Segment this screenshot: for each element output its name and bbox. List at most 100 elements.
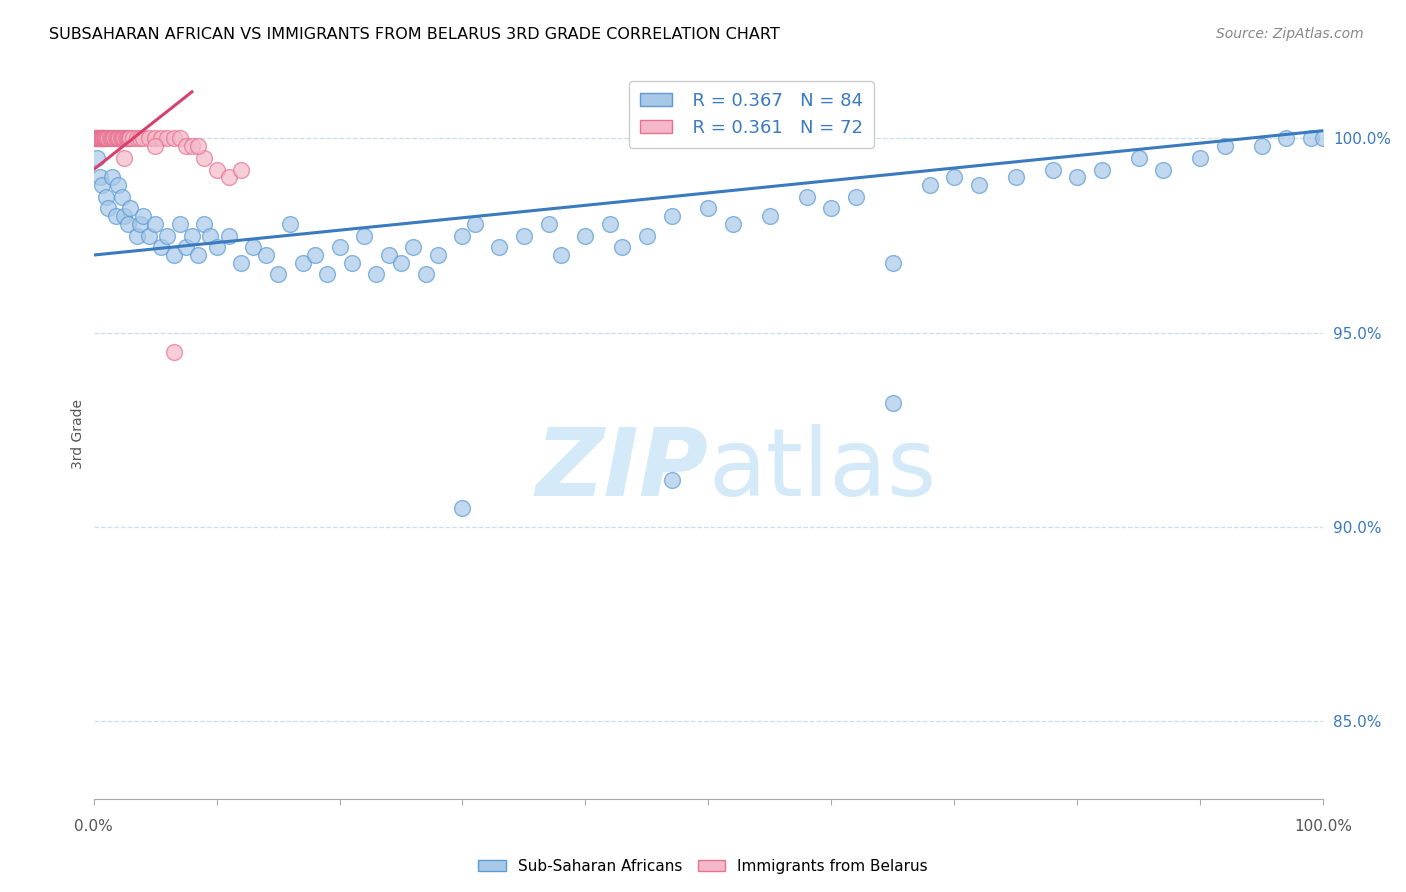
Point xyxy=(254,248,277,262)
Point xyxy=(340,256,363,270)
Point xyxy=(1042,162,1064,177)
Point xyxy=(389,256,412,270)
Point xyxy=(415,268,437,282)
Point xyxy=(187,248,209,262)
Point xyxy=(574,228,596,243)
Point xyxy=(169,131,191,145)
Point xyxy=(91,131,114,145)
Point xyxy=(143,131,166,145)
Point xyxy=(1128,151,1150,165)
Point xyxy=(377,248,399,262)
Point xyxy=(86,131,108,145)
Point xyxy=(112,151,135,165)
Point xyxy=(129,217,152,231)
Point xyxy=(112,131,135,145)
Point xyxy=(97,131,120,145)
Point xyxy=(98,131,121,145)
Point xyxy=(94,190,117,204)
Point xyxy=(242,240,264,254)
Point xyxy=(150,131,173,145)
Point xyxy=(697,202,720,216)
Point xyxy=(86,131,108,145)
Point xyxy=(162,248,184,262)
Point xyxy=(93,131,115,145)
Point xyxy=(125,131,148,145)
Point xyxy=(353,228,375,243)
Point xyxy=(114,131,136,145)
Point xyxy=(118,131,141,145)
Point xyxy=(112,209,135,223)
Text: Source: ZipAtlas.com: Source: ZipAtlas.com xyxy=(1216,27,1364,41)
Point xyxy=(107,131,129,145)
Point xyxy=(661,209,683,223)
Point xyxy=(174,240,197,254)
Point xyxy=(87,131,110,145)
Point xyxy=(231,162,253,177)
Point xyxy=(97,202,120,216)
Point xyxy=(1005,170,1028,185)
Point xyxy=(156,131,179,145)
Point xyxy=(1312,131,1334,145)
Point xyxy=(218,170,240,185)
Point xyxy=(550,248,572,262)
Point xyxy=(105,131,128,145)
Point xyxy=(845,190,868,204)
Point xyxy=(138,131,160,145)
Point xyxy=(267,268,290,282)
Point xyxy=(94,131,117,145)
Point xyxy=(143,139,166,153)
Point xyxy=(599,217,621,231)
Text: ZIP: ZIP xyxy=(536,425,709,516)
Point xyxy=(103,131,125,145)
Point xyxy=(120,131,142,145)
Point xyxy=(278,217,301,231)
Point xyxy=(143,217,166,231)
Point xyxy=(84,131,107,145)
Point xyxy=(117,131,139,145)
Point xyxy=(193,151,215,165)
Point xyxy=(90,131,112,145)
Point xyxy=(89,131,111,145)
Point xyxy=(661,474,683,488)
Point xyxy=(111,190,134,204)
Point xyxy=(87,131,110,145)
Point xyxy=(218,228,240,243)
Point xyxy=(138,228,160,243)
Point xyxy=(96,131,118,145)
Point xyxy=(108,131,131,145)
Point xyxy=(162,131,184,145)
Point xyxy=(120,202,142,216)
Point xyxy=(820,202,842,216)
Point xyxy=(366,268,388,282)
Point xyxy=(1091,162,1114,177)
Point xyxy=(187,139,209,153)
Point xyxy=(115,131,138,145)
Point xyxy=(759,209,782,223)
Point xyxy=(918,178,941,193)
Point xyxy=(129,131,152,145)
Point xyxy=(110,131,132,145)
Point xyxy=(451,228,474,243)
Point xyxy=(1189,151,1212,165)
Point xyxy=(328,240,350,254)
Point xyxy=(112,131,135,145)
Point xyxy=(193,217,215,231)
Point xyxy=(537,217,560,231)
Text: atlas: atlas xyxy=(709,425,936,516)
Point xyxy=(90,131,112,145)
Point xyxy=(100,131,122,145)
Point xyxy=(103,131,125,145)
Point xyxy=(205,240,228,254)
Point xyxy=(84,131,107,145)
Point xyxy=(117,217,139,231)
Point xyxy=(943,170,966,185)
Point xyxy=(882,256,904,270)
Point xyxy=(181,139,204,153)
Point xyxy=(91,178,114,193)
Point xyxy=(612,240,634,254)
Point xyxy=(426,248,449,262)
Point xyxy=(488,240,510,254)
Legend:   R = 0.367   N = 84,   R = 0.361   N = 72: R = 0.367 N = 84, R = 0.361 N = 72 xyxy=(628,81,875,148)
Point xyxy=(304,248,326,262)
Point xyxy=(513,228,536,243)
